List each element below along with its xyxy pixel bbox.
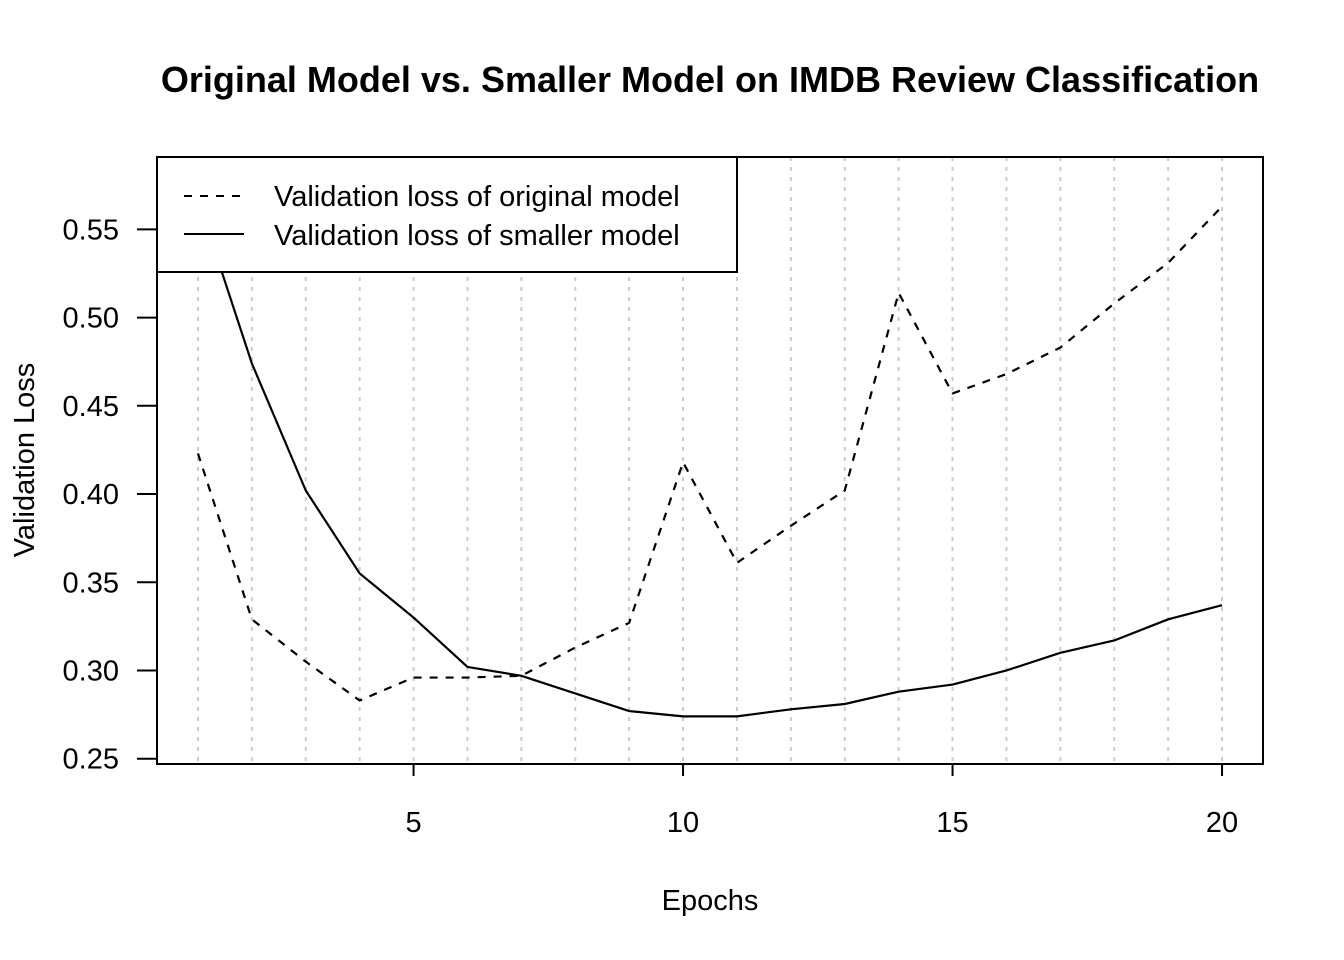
- series-line-original: [196, 205, 1223, 702]
- x-axis-label: Epochs: [662, 885, 759, 917]
- y-tick-label: 0.50: [63, 303, 119, 335]
- x-tick-label: 20: [1206, 807, 1238, 839]
- x-axis: 5 10 15 20: [405, 764, 1238, 839]
- legend-box: [156, 156, 738, 273]
- series-group: [196, 199, 1223, 718]
- legend-label-original: Validation loss of original model: [274, 181, 680, 213]
- chart-title: Original Model vs. Smaller Model on IMDB…: [161, 59, 1259, 100]
- legend-label-smaller: Validation loss of smaller model: [274, 220, 680, 252]
- legend: Validation loss of original model Valida…: [156, 156, 738, 273]
- y-tick-label: 0.35: [63, 567, 119, 599]
- y-tick-label: 0.55: [63, 214, 119, 246]
- y-tick-label: 0.25: [63, 744, 119, 776]
- y-axis: 0.25 0.30 0.35 0.40 0.45 0.50 0.55: [63, 214, 157, 776]
- y-tick-label: 0.45: [63, 391, 119, 423]
- x-tick-label: 15: [936, 807, 968, 839]
- y-tick-label: 0.40: [63, 479, 119, 511]
- x-tick-label: 10: [667, 807, 699, 839]
- y-axis-label: Validation Loss: [9, 363, 41, 558]
- y-tick-label: 0.30: [63, 655, 119, 687]
- x-tick-label: 5: [405, 807, 421, 839]
- series-line-smaller: [196, 199, 1223, 718]
- plot-frame: [156, 156, 1264, 765]
